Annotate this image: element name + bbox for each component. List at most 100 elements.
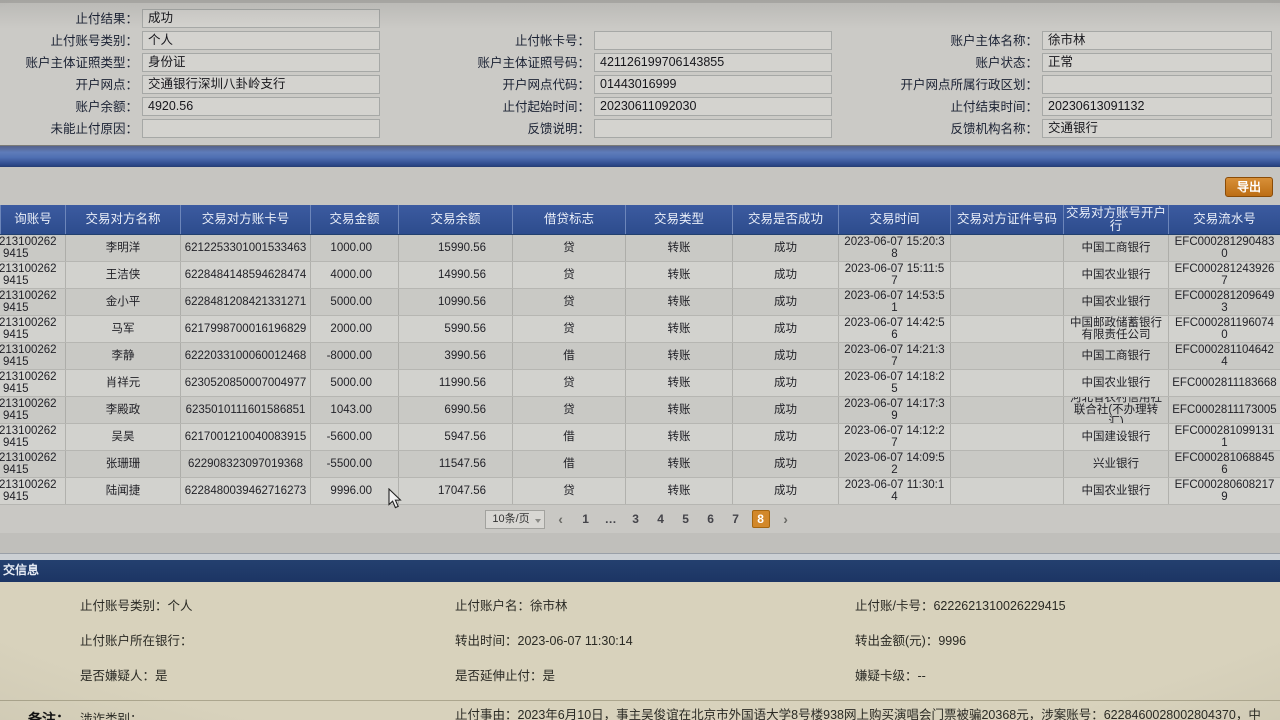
- cell-transaction-type: 转账: [625, 316, 732, 342]
- cell-debit-credit-flag: 借: [512, 451, 625, 477]
- cell-success-flag: 成功: [732, 370, 838, 396]
- table-header-cell: 交易金额: [310, 205, 398, 234]
- bottom-field: 转出时间：2023-06-07 11:30:14: [455, 634, 633, 648]
- cell-counterparty-name: 李静: [65, 343, 180, 369]
- field-value-box: [1042, 9, 1272, 28]
- cell-counterparty-name: 金小平: [65, 289, 180, 315]
- cell-serial-number: EFC0002810688456: [1168, 451, 1280, 477]
- prev-page-button[interactable]: ‹: [558, 511, 563, 527]
- cell-counterparty-bank: 兴业银行: [1063, 451, 1168, 477]
- bottom-rows: 止付账号类别：个人 止付账户名：徐市林 止付账/卡号：6222621310026…: [0, 595, 1280, 684]
- field-value-box: 01443016999: [594, 75, 832, 94]
- cell-transaction-type: 转账: [625, 235, 732, 261]
- cell-counterparty-name: 马军: [65, 316, 180, 342]
- page-button[interactable]: 5: [682, 512, 689, 526]
- transactions-table: 询账号 交易对方名称 交易对方账卡号 交易金额 交易余额 借贷标志 交易类型 交易是否成功 交易…: [0, 205, 1280, 505]
- cell-counterparty-name: 陆闻捷: [65, 478, 180, 504]
- cell-amount: -8000.00: [310, 343, 398, 369]
- cell-serial-number: EFC0002812096493: [1168, 289, 1280, 315]
- panel-title: 交信息: [3, 563, 40, 577]
- table-row[interactable]: 213100262 9415 金小平 6228481208421331271 5…: [0, 289, 1280, 316]
- field-value-box: 身份证: [142, 53, 380, 72]
- cell-success-flag: 成功: [732, 478, 838, 504]
- fraud-category-label: 涉诈类别：: [80, 712, 143, 720]
- cell-query-account: 213100262 9415: [0, 479, 57, 503]
- bottom-field: 嫌疑卡级：--: [855, 669, 926, 683]
- table-row[interactable]: 213100262 9415 马军 6217998700016196829 20…: [0, 316, 1280, 343]
- cell-counterparty-name: 王洁侠: [65, 262, 180, 288]
- cell-debit-credit-flag: 贷: [512, 478, 625, 504]
- cell-query-account: 213100262 9415: [0, 290, 57, 314]
- cell-debit-credit-flag: 贷: [512, 235, 625, 261]
- cell-transaction-type: 转账: [625, 424, 732, 450]
- cell-amount: -5500.00: [310, 451, 398, 477]
- pagination: 10条/页 ‹ 1 … 3 4 5 6 7 8 ›: [0, 505, 1280, 533]
- cell-success-flag: 成功: [732, 397, 838, 423]
- next-page-button[interactable]: ›: [783, 511, 788, 527]
- table-row[interactable]: 213100262 9415 肖祥元 6230520850007004977 5…: [0, 370, 1280, 397]
- table-header-cell: 借贷标志: [512, 205, 625, 234]
- cell-counterparty-bank: 中国农业银行: [1063, 478, 1168, 504]
- cell-amount: 5000.00: [310, 370, 398, 396]
- table-row[interactable]: 213100262 9415 陆闻捷 6228480039462716273 9…: [0, 478, 1280, 505]
- bottom-field: 止付账/卡号：6222621310026229415: [855, 599, 1066, 613]
- cell-counterparty-card: 6217001210040083915: [180, 424, 310, 450]
- table-row[interactable]: 213100262 9415 李明洋 6212253301001533463 1…: [0, 235, 1280, 262]
- cell-query-account: 213100262 9415: [0, 398, 57, 422]
- export-button[interactable]: 导出: [1224, 177, 1273, 197]
- page-button[interactable]: 1: [582, 512, 589, 526]
- field-label: 反馈说明：: [527, 122, 590, 136]
- cell-counterparty-bank: 中国邮政储蓄银行有限责任公司: [1063, 316, 1168, 342]
- cell-amount: 1000.00: [310, 235, 398, 261]
- cell-debit-credit-flag: 借: [512, 424, 625, 450]
- page-button[interactable]: 6: [707, 512, 714, 526]
- page-button[interactable]: 8: [751, 510, 770, 528]
- page-size-select[interactable]: 10条/页: [485, 509, 545, 529]
- cell-balance: 10990.56: [398, 289, 512, 315]
- field-value-box: [142, 119, 380, 138]
- cell-serial-number: EFC0002811173005: [1168, 397, 1280, 423]
- bottom-field: 止付账号类别：个人: [80, 599, 193, 613]
- cell-counterparty-bank: 中国建设银行: [1063, 424, 1168, 450]
- table-row[interactable]: 213100262 9415 张珊珊 622908323097019368 -5…: [0, 451, 1280, 478]
- cell-counterparty-id: [950, 370, 1063, 396]
- cell-amount: 5000.00: [310, 289, 398, 315]
- cell-balance: 5990.56: [398, 316, 512, 342]
- cell-balance: 14990.56: [398, 262, 512, 288]
- cell-query-account: 213100262 9415: [0, 317, 57, 341]
- cell-transaction-time: 2023-06-07 14:21:37: [838, 343, 950, 369]
- table-row[interactable]: 213100262 9415 李殿政 6235010111601586851 1…: [0, 397, 1280, 424]
- bottom-field: 转出金额(元)：9996: [855, 634, 967, 648]
- page-button[interactable]: 3: [632, 512, 639, 526]
- page-button[interactable]: 4: [657, 512, 664, 526]
- table-row[interactable]: 213100262 9415 吴昊 6217001210040083915 -5…: [0, 424, 1280, 451]
- bottom-field: 止付账户名：徐市林: [455, 599, 568, 613]
- stop-payment-reason-text: 止付事由：2023年6月10日，事主吴俊谊在北京市外国语大学8号楼938网上购买…: [455, 708, 1261, 720]
- table-header-cell: 交易时间: [838, 205, 950, 234]
- cell-counterparty-card: 6235010111601586851: [180, 397, 310, 423]
- cell-serial-number: EFC0002811046424: [1168, 343, 1280, 369]
- field-value-box: 交通银行: [1042, 119, 1272, 138]
- page-button[interactable]: …: [604, 512, 617, 526]
- bottom-field-row: 止付账号类别：个人 止付账户名：徐市林 止付账/卡号：6222621310026…: [0, 595, 1280, 614]
- cell-counterparty-bank: 中国工商银行: [1063, 235, 1168, 261]
- field-label: 止付结果：: [75, 12, 138, 26]
- table-header-cell: 交易余额: [398, 205, 512, 234]
- table-row[interactable]: 213100262 9415 王洁侠 6228484148594628474 4…: [0, 262, 1280, 289]
- cell-counterparty-card: 6212253301001533463: [180, 235, 310, 261]
- field-label: 止付账号类别：: [50, 34, 138, 48]
- cell-success-flag: 成功: [732, 424, 838, 450]
- table-header-row: 询账号 交易对方名称 交易对方账卡号 交易金额 交易余额 借贷标志 交易类型 交易是否成功 交易…: [0, 205, 1280, 235]
- page-button[interactable]: 7: [732, 512, 739, 526]
- table-row[interactable]: 213100262 9415 李静 6222033100060012468 -8…: [0, 343, 1280, 370]
- cell-counterparty-id: [950, 262, 1063, 288]
- cell-success-flag: 成功: [732, 262, 838, 288]
- table-toolbar: 导出: [0, 167, 1280, 205]
- cell-counterparty-bank: 河北省农村信用社联合社(不办理转汇): [1063, 397, 1168, 423]
- cell-query-account: 213100262 9415: [0, 371, 57, 395]
- bottom-field: 止付账户所在银行：: [80, 634, 193, 648]
- cell-counterparty-name: 李殿政: [65, 397, 180, 423]
- cell-transaction-time: 2023-06-07 14:18:25: [838, 370, 950, 396]
- spacer: [0, 533, 1280, 553]
- cell-serial-number: EFC0002810991311: [1168, 424, 1280, 450]
